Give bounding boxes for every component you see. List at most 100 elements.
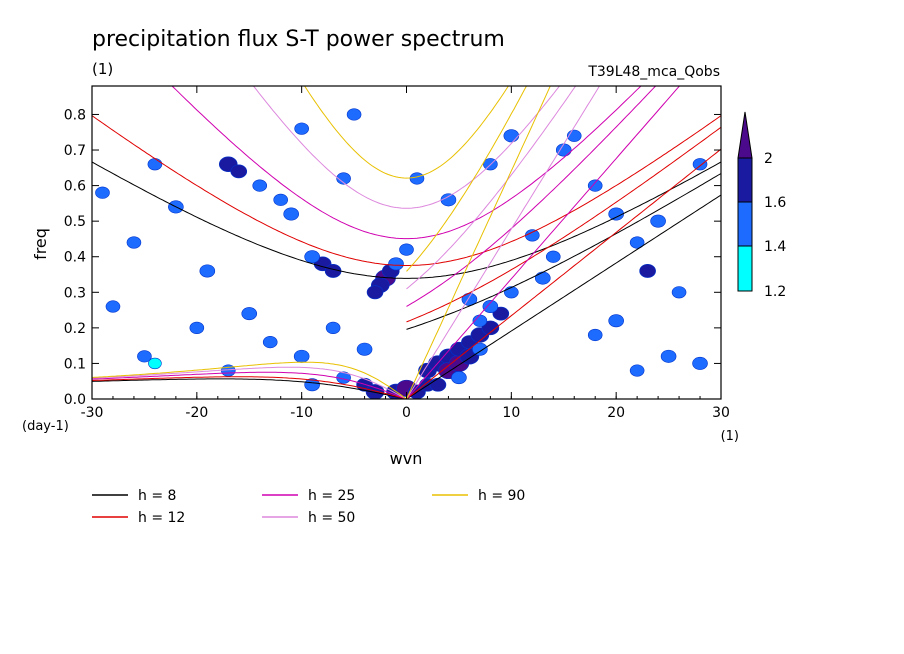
- y-tick-label: 0.6: [64, 179, 86, 195]
- colorbar-segment: [737, 245, 753, 292]
- legend-label: h = 12: [138, 510, 185, 526]
- dispersion-curve: [406, 86, 551, 399]
- spectrum-cell: [126, 236, 142, 249]
- y-tick-label: 0.1: [64, 356, 86, 372]
- x-tick-label: -30: [81, 405, 104, 421]
- colorbar: 1.2 1.4 1.6 2: [737, 111, 786, 300]
- spectrum-cell: [504, 286, 519, 299]
- x-tick-label: 30: [712, 405, 730, 421]
- spectrum-cell: [587, 179, 603, 192]
- y-tick-label: 0.2: [64, 321, 86, 337]
- spectrum-cell: [105, 300, 121, 313]
- spectrum-cell: [147, 158, 163, 171]
- spectrum-cell: [482, 300, 499, 314]
- spectrum-cell: [650, 214, 666, 228]
- colorbar-segment: [737, 201, 753, 247]
- x-tick-label: 20: [607, 405, 625, 421]
- spectrum-cell: [252, 179, 268, 192]
- dispersion-curve: [92, 361, 407, 399]
- spectrum-cell: [629, 364, 645, 377]
- x-axis-label: wvn: [390, 449, 423, 468]
- colorbar-label: 1.4: [764, 239, 786, 255]
- spectrum-cell: [692, 356, 708, 370]
- colorbar-segment: [737, 157, 753, 203]
- y-tick-label: 0.8: [64, 107, 86, 123]
- spectrum-cell: [524, 229, 540, 242]
- spectrum-cell: [451, 371, 467, 385]
- spectrum-cell: [304, 250, 320, 264]
- spectrum-cell: [346, 108, 362, 121]
- chart-title: precipitation flux S-T power spectrum: [92, 27, 505, 52]
- legend-label: h = 8: [138, 488, 176, 504]
- dispersion-curve: [92, 161, 721, 279]
- dispersion-curve: [406, 173, 721, 330]
- spectrum-cell: [608, 314, 624, 328]
- spectrum-cell: [440, 193, 457, 207]
- spectrum-cell: [399, 243, 414, 256]
- y-tick-label: 0.3: [64, 285, 86, 301]
- dispersion-curve: [92, 366, 407, 399]
- y-axis-ticks: 0.0 0.1 0.2 0.3 0.4 0.5 0.6 0.7 0.8: [64, 107, 721, 408]
- legend-label: h = 90: [478, 488, 525, 504]
- spectrum-cell: [629, 236, 645, 249]
- spectrum-cell: [366, 285, 384, 300]
- legend-label: h = 50: [308, 510, 355, 526]
- x-tick-label: -10: [290, 405, 313, 421]
- dispersion-curve: [92, 371, 407, 399]
- x-tick-label: 10: [502, 405, 520, 421]
- colorbar-triangle: [737, 111, 753, 159]
- dispersion-curve: [406, 86, 601, 399]
- spectrum-cell: [587, 328, 603, 342]
- y-axis-label: freq: [31, 228, 50, 260]
- chart-subtitle-left: (1): [92, 60, 113, 78]
- dispersion-curves: [92, 86, 721, 399]
- spectrum-cell: [148, 357, 162, 370]
- chart-subtitle-right: T39L48_mca_Qobs: [587, 64, 720, 80]
- spectrum-cell: [534, 271, 551, 285]
- dispersion-curve: [406, 194, 721, 399]
- colorbar-label: 1.2: [764, 284, 786, 300]
- spectrum-cell: [283, 207, 299, 221]
- dispersion-curve: [406, 126, 721, 323]
- x-axis-ticks: -30 -20 -10 0 10 20 30: [81, 86, 730, 421]
- spectrum-cell: [230, 164, 248, 179]
- dispersion-curve: [92, 376, 407, 399]
- y-tick-label: 0.4: [64, 250, 86, 266]
- spectrum-cell: [325, 321, 341, 334]
- spectrum-cell: [293, 349, 310, 363]
- spectrum-cell: [639, 264, 656, 278]
- dispersion-curve: [171, 86, 642, 240]
- spectrum-cell: [608, 207, 624, 221]
- spectrum-cell: [294, 122, 309, 135]
- x-unit-label: (1): [721, 429, 739, 444]
- dispersion-curve: [406, 148, 721, 399]
- spectrum-contours: [95, 108, 708, 399]
- dispersion-curve: [304, 86, 509, 179]
- spectrum-cell: [304, 378, 320, 392]
- colorbar-label: 2: [764, 151, 773, 167]
- spectrum-cell: [137, 350, 152, 363]
- spectrum-cell: [273, 193, 289, 206]
- spectrum-cell: [472, 342, 488, 356]
- dispersion-curve: [406, 86, 528, 272]
- y-tick-label: 0.5: [64, 214, 86, 230]
- spectrum-cell: [95, 186, 110, 199]
- colorbar-label: 1.6: [764, 195, 786, 211]
- spectrum-cell: [241, 307, 258, 321]
- spectrum-cell: [388, 257, 404, 271]
- spectrum-cell: [356, 342, 373, 356]
- dispersion-curve: [92, 378, 407, 399]
- spectrum-cell: [481, 320, 500, 336]
- spectrum-cell: [409, 172, 425, 185]
- spectrum-cell: [336, 172, 351, 185]
- spectrum-cell: [503, 129, 520, 143]
- spectrum-cell: [365, 384, 385, 399]
- x-tick-label: 0: [402, 405, 411, 421]
- spectrum-cell: [545, 250, 561, 263]
- spectrum-cell: [492, 306, 510, 321]
- plot-area: [92, 86, 721, 399]
- spectrum-cell: [189, 321, 205, 334]
- dispersion-curve: [406, 86, 657, 307]
- spectrum-cell: [671, 286, 687, 299]
